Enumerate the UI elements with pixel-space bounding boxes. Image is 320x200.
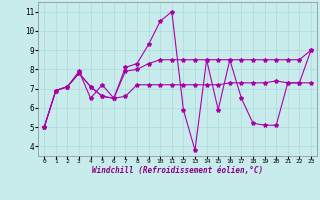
- X-axis label: Windchill (Refroidissement éolien,°C): Windchill (Refroidissement éolien,°C): [92, 166, 263, 175]
